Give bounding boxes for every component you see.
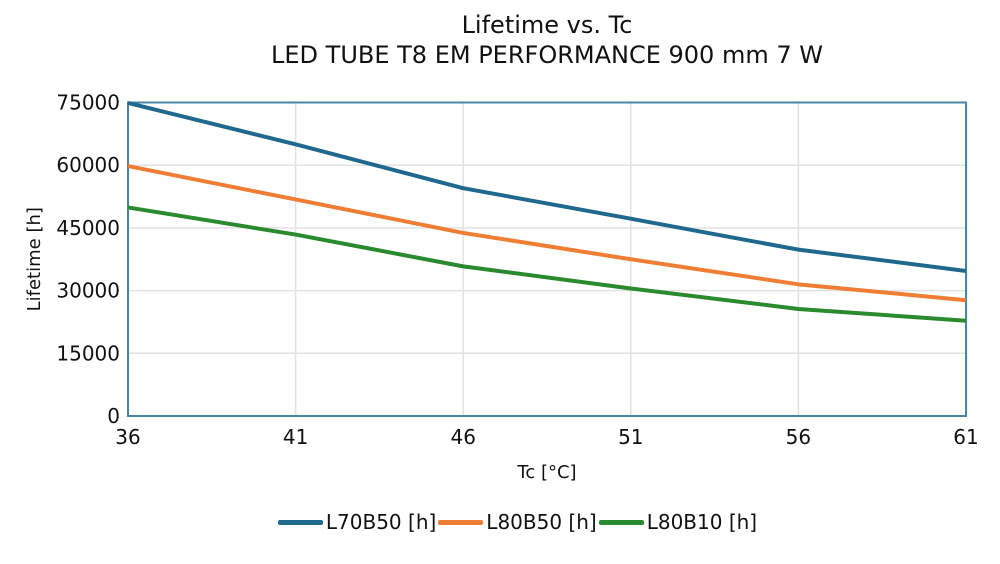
legend-item: L70B50 [h] [277,510,437,534]
legend-item: L80B50 [h] [438,510,597,534]
legend-label: L80B10 [h] [646,510,758,534]
plot-frame [127,101,967,417]
x-tick-label: 56 [786,425,811,449]
y-tick-label: 0 [107,404,120,428]
line-chart: 36 41 46 51 56 61 0 15000 30000 45000 60000 75000 Tc… [24,91,979,484]
series-line-L70B50-h- [127,100,967,273]
y-axis-title: Lifetime [h] [24,207,45,311]
x-axis-title: Tc [°C] [516,462,576,483]
x-tick-label: 51 [618,425,643,449]
chart-title: Lifetime vs. Tc [461,11,633,39]
y-tick-label: 45000 [56,216,120,240]
legend-line-swatch [438,519,484,525]
legend-line-swatch [598,519,644,525]
series-line-L80B10-h- [127,205,967,323]
legend-line-swatch [277,519,323,525]
y-tick-label: 30000 [56,279,120,303]
y-tick-label: 75000 [56,91,120,115]
series-line-L80B50-h- [127,164,967,303]
x-tick-label: 61 [953,425,978,449]
legend-item: L80B10 [h] [598,510,758,534]
x-tick-label: 41 [283,425,308,449]
y-tick-label: 15000 [56,341,120,365]
y-tick-label: 60000 [56,153,120,177]
x-tick-label: 46 [450,425,475,449]
chart-legend: L70B50 [h] L80B50 [h] L80B10 [h] [0,510,1000,534]
chart-title-block: Lifetime vs. Tc LED TUBE T8 EM PERFORMAN… [0,0,1000,80]
legend-label: L70B50 [h] [325,510,437,534]
x-tick-label: 36 [115,425,140,449]
legend-label: L80B50 [h] [486,510,597,534]
chart-subtitle: LED TUBE T8 EM PERFORMANCE 900 mm 7 W [271,41,823,69]
